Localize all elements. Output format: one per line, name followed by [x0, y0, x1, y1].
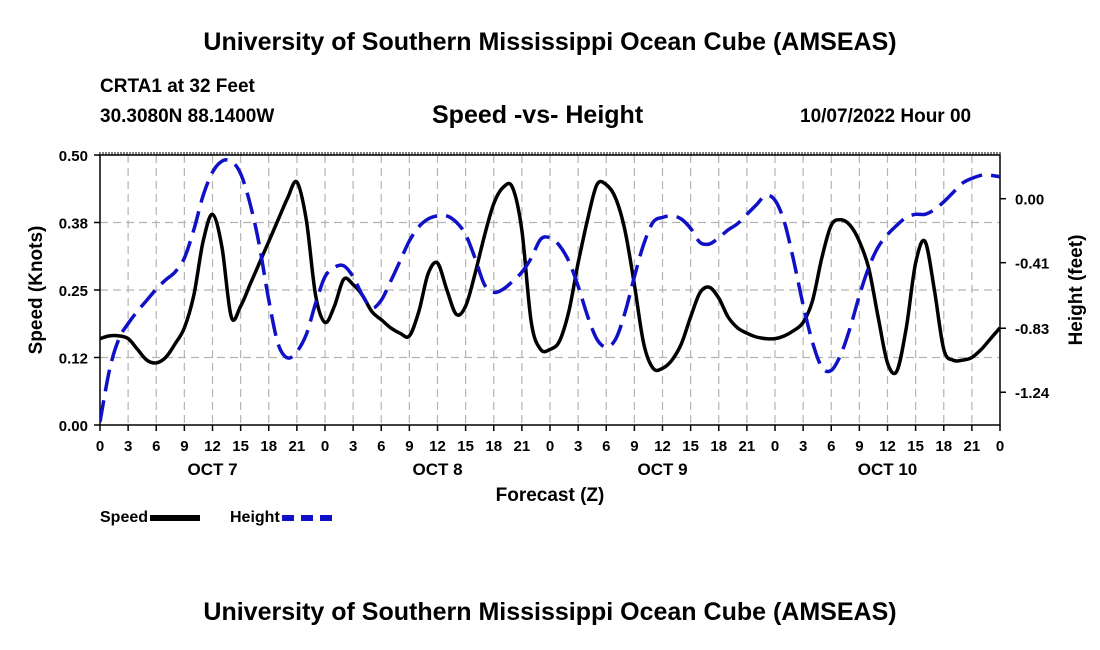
x-tick-label: 12 — [429, 438, 446, 455]
chart-subtitle: Speed -vs- Height — [432, 101, 644, 129]
legend-speed-swatch — [150, 514, 201, 521]
x-tick-label: 3 — [124, 438, 132, 455]
forecast-datetime: 10/07/2022 Hour 00 — [800, 106, 972, 127]
coordinates-label: 30.3080N 88.1400W — [100, 106, 275, 127]
y-right-tick-label: 0.00 — [1015, 192, 1044, 209]
x-tick-label: 18 — [710, 438, 727, 455]
x-tick-label: 12 — [204, 438, 221, 455]
x-tick-label: 9 — [405, 438, 413, 455]
x-tick-label: 0 — [996, 438, 1004, 455]
y-left-tick-label: 0.50 — [59, 148, 88, 165]
x-day-label: OCT 10 — [858, 460, 918, 479]
x-tick-label: 0 — [96, 438, 104, 455]
footer-title: University of Southern Mississippi Ocean… — [203, 598, 897, 626]
y-right-axis-title: Height (feet) — [1066, 235, 1087, 346]
y-left-tick-label: 0.12 — [59, 351, 88, 368]
y-left-tick-label: 0.38 — [59, 216, 88, 233]
x-tick-label: 21 — [964, 438, 981, 455]
station-label: CRTA1 at 32 Feet — [100, 76, 255, 97]
legend-height-label: Height — [230, 509, 280, 526]
x-tick-label: 3 — [349, 438, 357, 455]
x-tick-label: 9 — [180, 438, 188, 455]
x-tick-label: 3 — [799, 438, 807, 455]
y-left-tick-label: 0.25 — [59, 283, 88, 300]
y-right-tick-label: -1.24 — [1015, 385, 1050, 402]
legend-speed: Speed — [100, 509, 201, 527]
legend-height: Height — [230, 509, 332, 527]
x-tick-label: 3 — [574, 438, 582, 455]
x-tick-label: 6 — [602, 438, 610, 455]
y-right-tick-label: -0.41 — [1015, 256, 1049, 273]
x-tick-label: 0 — [321, 438, 329, 455]
y-left-tick-label: 0.00 — [59, 418, 88, 435]
x-tick-label: 6 — [152, 438, 160, 455]
x-tick-label: 9 — [630, 438, 638, 455]
x-tick-label: 15 — [457, 438, 474, 455]
x-tick-label: 15 — [232, 438, 249, 455]
x-tick-label: 9 — [855, 438, 863, 455]
x-tick-label: 18 — [260, 438, 277, 455]
x-tick-label: 21 — [289, 438, 306, 455]
x-tick-label: 15 — [682, 438, 699, 455]
legend-speed-label: Speed — [100, 509, 149, 526]
chart-title: University of Southern Mississippi Ocean… — [203, 28, 897, 56]
x-day-label: OCT 8 — [412, 460, 462, 479]
y-right-tick-label: -0.83 — [1015, 321, 1049, 338]
x-tick-label: 12 — [654, 438, 671, 455]
x-tick-label: 18 — [485, 438, 502, 455]
x-tick-label: 6 — [827, 438, 835, 455]
series-line-height — [100, 158, 1000, 423]
x-tick-label: 0 — [546, 438, 554, 455]
x-tick-label: 21 — [514, 438, 531, 455]
series-line-speed — [100, 179, 1000, 376]
legend-height-swatch — [281, 514, 332, 521]
x-tick-label: 15 — [907, 438, 924, 455]
x-axis-title: Forecast (Z) — [496, 485, 605, 506]
x-tick-label: 0 — [771, 438, 779, 455]
x-tick-label: 18 — [935, 438, 952, 455]
x-day-label: OCT 7 — [187, 460, 237, 479]
y-left-axis-title: Speed (Knots) — [26, 226, 47, 355]
x-day-label: OCT 9 — [637, 460, 687, 479]
x-tick-label: 6 — [377, 438, 385, 455]
x-tick-label: 21 — [739, 438, 756, 455]
x-tick-label: 12 — [879, 438, 896, 455]
